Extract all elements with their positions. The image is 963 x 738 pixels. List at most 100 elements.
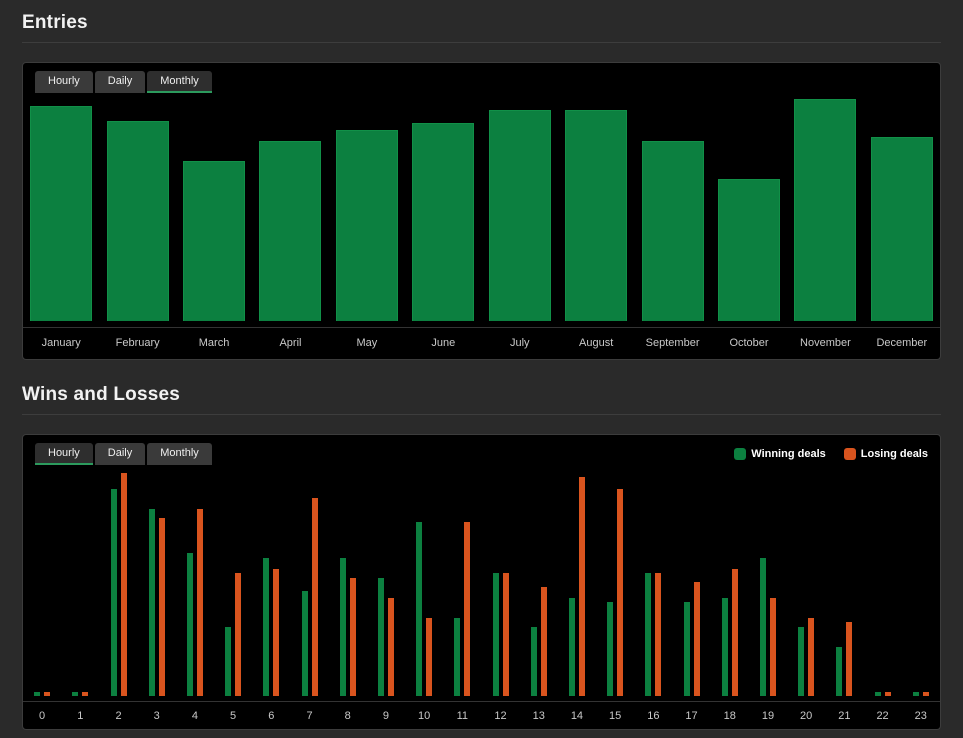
bar-21-losing-deals xyxy=(846,622,853,696)
bar-21-winning-deals xyxy=(836,646,843,696)
bar-group-6 xyxy=(252,473,290,696)
bar-march xyxy=(183,161,246,321)
wins-losses-divider xyxy=(22,414,941,415)
bar-1-winning-deals xyxy=(72,691,79,696)
x-axis-label-7: 7 xyxy=(306,710,313,722)
legend-swatch-losing-deals xyxy=(843,448,856,460)
bar-9-losing-deals xyxy=(387,597,394,696)
wins-losses-section-title: Wins and Losses xyxy=(22,384,181,405)
x-axis-label-february: February xyxy=(115,337,160,349)
bar-19-losing-deals xyxy=(769,597,776,696)
x-axis-label-6: 6 xyxy=(268,710,275,722)
x-axis-label-december: December xyxy=(876,337,928,349)
bar-group-2 xyxy=(99,473,137,696)
bar-group-february xyxy=(99,99,175,321)
x-axis-label-8: 8 xyxy=(344,710,351,722)
bar-group-7 xyxy=(290,473,328,696)
x-axis-label-12: 12 xyxy=(494,710,507,722)
x-axis-label-4: 4 xyxy=(191,710,198,722)
entries-x-axis-labels: January February March April May June July Augu… xyxy=(23,328,940,358)
bar-20-winning-deals xyxy=(798,626,805,696)
bar-group-december xyxy=(864,99,940,321)
entries-divider xyxy=(22,42,941,43)
bar-0-winning-deals xyxy=(34,691,41,696)
bar-14-winning-deals xyxy=(568,597,575,696)
bar-june xyxy=(412,123,475,321)
wins-losses-x-axis-line xyxy=(23,701,940,702)
bar-23-winning-deals xyxy=(912,691,919,696)
wins-losses-toolbar: Hourly Daily Monthly Winning deals Losing d… xyxy=(35,443,928,465)
bar-december xyxy=(870,136,933,321)
bar-15-winning-deals xyxy=(607,602,614,696)
bar-10-losing-deals xyxy=(426,617,433,696)
entries-section: Entries Hourly Daily Monthly January Februa… xyxy=(22,0,941,360)
x-axis-label-13: 13 xyxy=(532,710,545,722)
legend-item-winning-deals[interactable]: Winning deals xyxy=(734,448,826,460)
tab-monthly[interactable]: Monthly xyxy=(147,443,212,465)
x-axis-label-march: March xyxy=(198,337,230,349)
bar-18-losing-deals xyxy=(731,568,738,696)
bar-group-july xyxy=(482,99,558,321)
bar-11-winning-deals xyxy=(454,617,461,696)
bar-5-winning-deals xyxy=(225,626,232,696)
bar-group-may xyxy=(329,99,405,321)
bar-12-winning-deals xyxy=(492,573,499,696)
x-axis-label-2: 2 xyxy=(115,710,122,722)
bar-group-16 xyxy=(634,473,672,696)
bar-3-losing-deals xyxy=(158,517,165,696)
bar-group-january xyxy=(23,99,99,321)
x-axis-label-5: 5 xyxy=(230,710,237,722)
bar-group-12 xyxy=(481,473,519,696)
x-axis-label-23: 23 xyxy=(914,710,927,722)
bar-group-14 xyxy=(558,473,596,696)
bar-9-winning-deals xyxy=(377,577,384,696)
legend-label: Losing deals xyxy=(860,448,928,460)
legend-swatch-winning-deals xyxy=(734,448,747,460)
entries-section-title: Entries xyxy=(22,12,88,33)
bar-july xyxy=(488,110,551,321)
bar-group-4 xyxy=(176,473,214,696)
bar-group-10 xyxy=(405,473,443,696)
x-axis-label-july: July xyxy=(509,337,530,349)
bar-14-losing-deals xyxy=(578,477,585,696)
bar-group-11 xyxy=(443,473,481,696)
wins-losses-section: Wins and Losses Hourly Daily Monthly Winni… xyxy=(22,360,941,730)
bar-7-winning-deals xyxy=(301,591,308,696)
bar-7-losing-deals xyxy=(311,497,318,696)
tab-hourly[interactable]: Hourly xyxy=(35,443,93,465)
bar-group-9 xyxy=(367,473,405,696)
bar-3-winning-deals xyxy=(148,508,155,696)
wins-losses-x-axis-labels: 0 1 2 3 4 5 6 7 8 9 10 11 12 13 14 15 16 17 18 19 20 21 22 23 xyxy=(23,702,940,730)
bar-11-losing-deals xyxy=(464,522,471,696)
x-axis-label-january: January xyxy=(41,337,81,349)
tab-daily[interactable]: Daily xyxy=(94,71,146,93)
bar-february xyxy=(106,121,169,321)
bar-may xyxy=(335,130,398,321)
x-axis-label-october: October xyxy=(729,337,769,349)
bar-8-winning-deals xyxy=(339,557,346,696)
bar-group-17 xyxy=(672,473,710,696)
tab-monthly[interactable]: Monthly xyxy=(147,71,212,93)
bar-12-losing-deals xyxy=(502,573,509,696)
bar-4-winning-deals xyxy=(186,553,193,696)
bar-22-winning-deals xyxy=(874,691,881,696)
x-axis-label-20: 20 xyxy=(800,710,813,722)
bar-17-winning-deals xyxy=(683,602,690,696)
bar-10-winning-deals xyxy=(416,522,423,696)
bar-8-losing-deals xyxy=(349,577,356,696)
x-axis-label-0: 0 xyxy=(39,710,46,722)
bar-19-winning-deals xyxy=(759,557,766,696)
x-axis-label-november: November xyxy=(800,337,851,349)
bar-group-18 xyxy=(711,473,749,696)
bar-13-losing-deals xyxy=(540,586,547,696)
x-axis-label-3: 3 xyxy=(153,710,160,722)
x-axis-label-14: 14 xyxy=(570,710,584,722)
tab-hourly[interactable]: Hourly xyxy=(35,71,93,93)
legend-item-losing-deals[interactable]: Losing deals xyxy=(843,448,928,460)
bar-16-winning-deals xyxy=(645,573,652,696)
bar-group-september xyxy=(634,99,710,321)
bar-17-losing-deals xyxy=(693,582,700,696)
entries-x-axis-line xyxy=(23,327,940,328)
tab-daily[interactable]: Daily xyxy=(94,443,146,465)
